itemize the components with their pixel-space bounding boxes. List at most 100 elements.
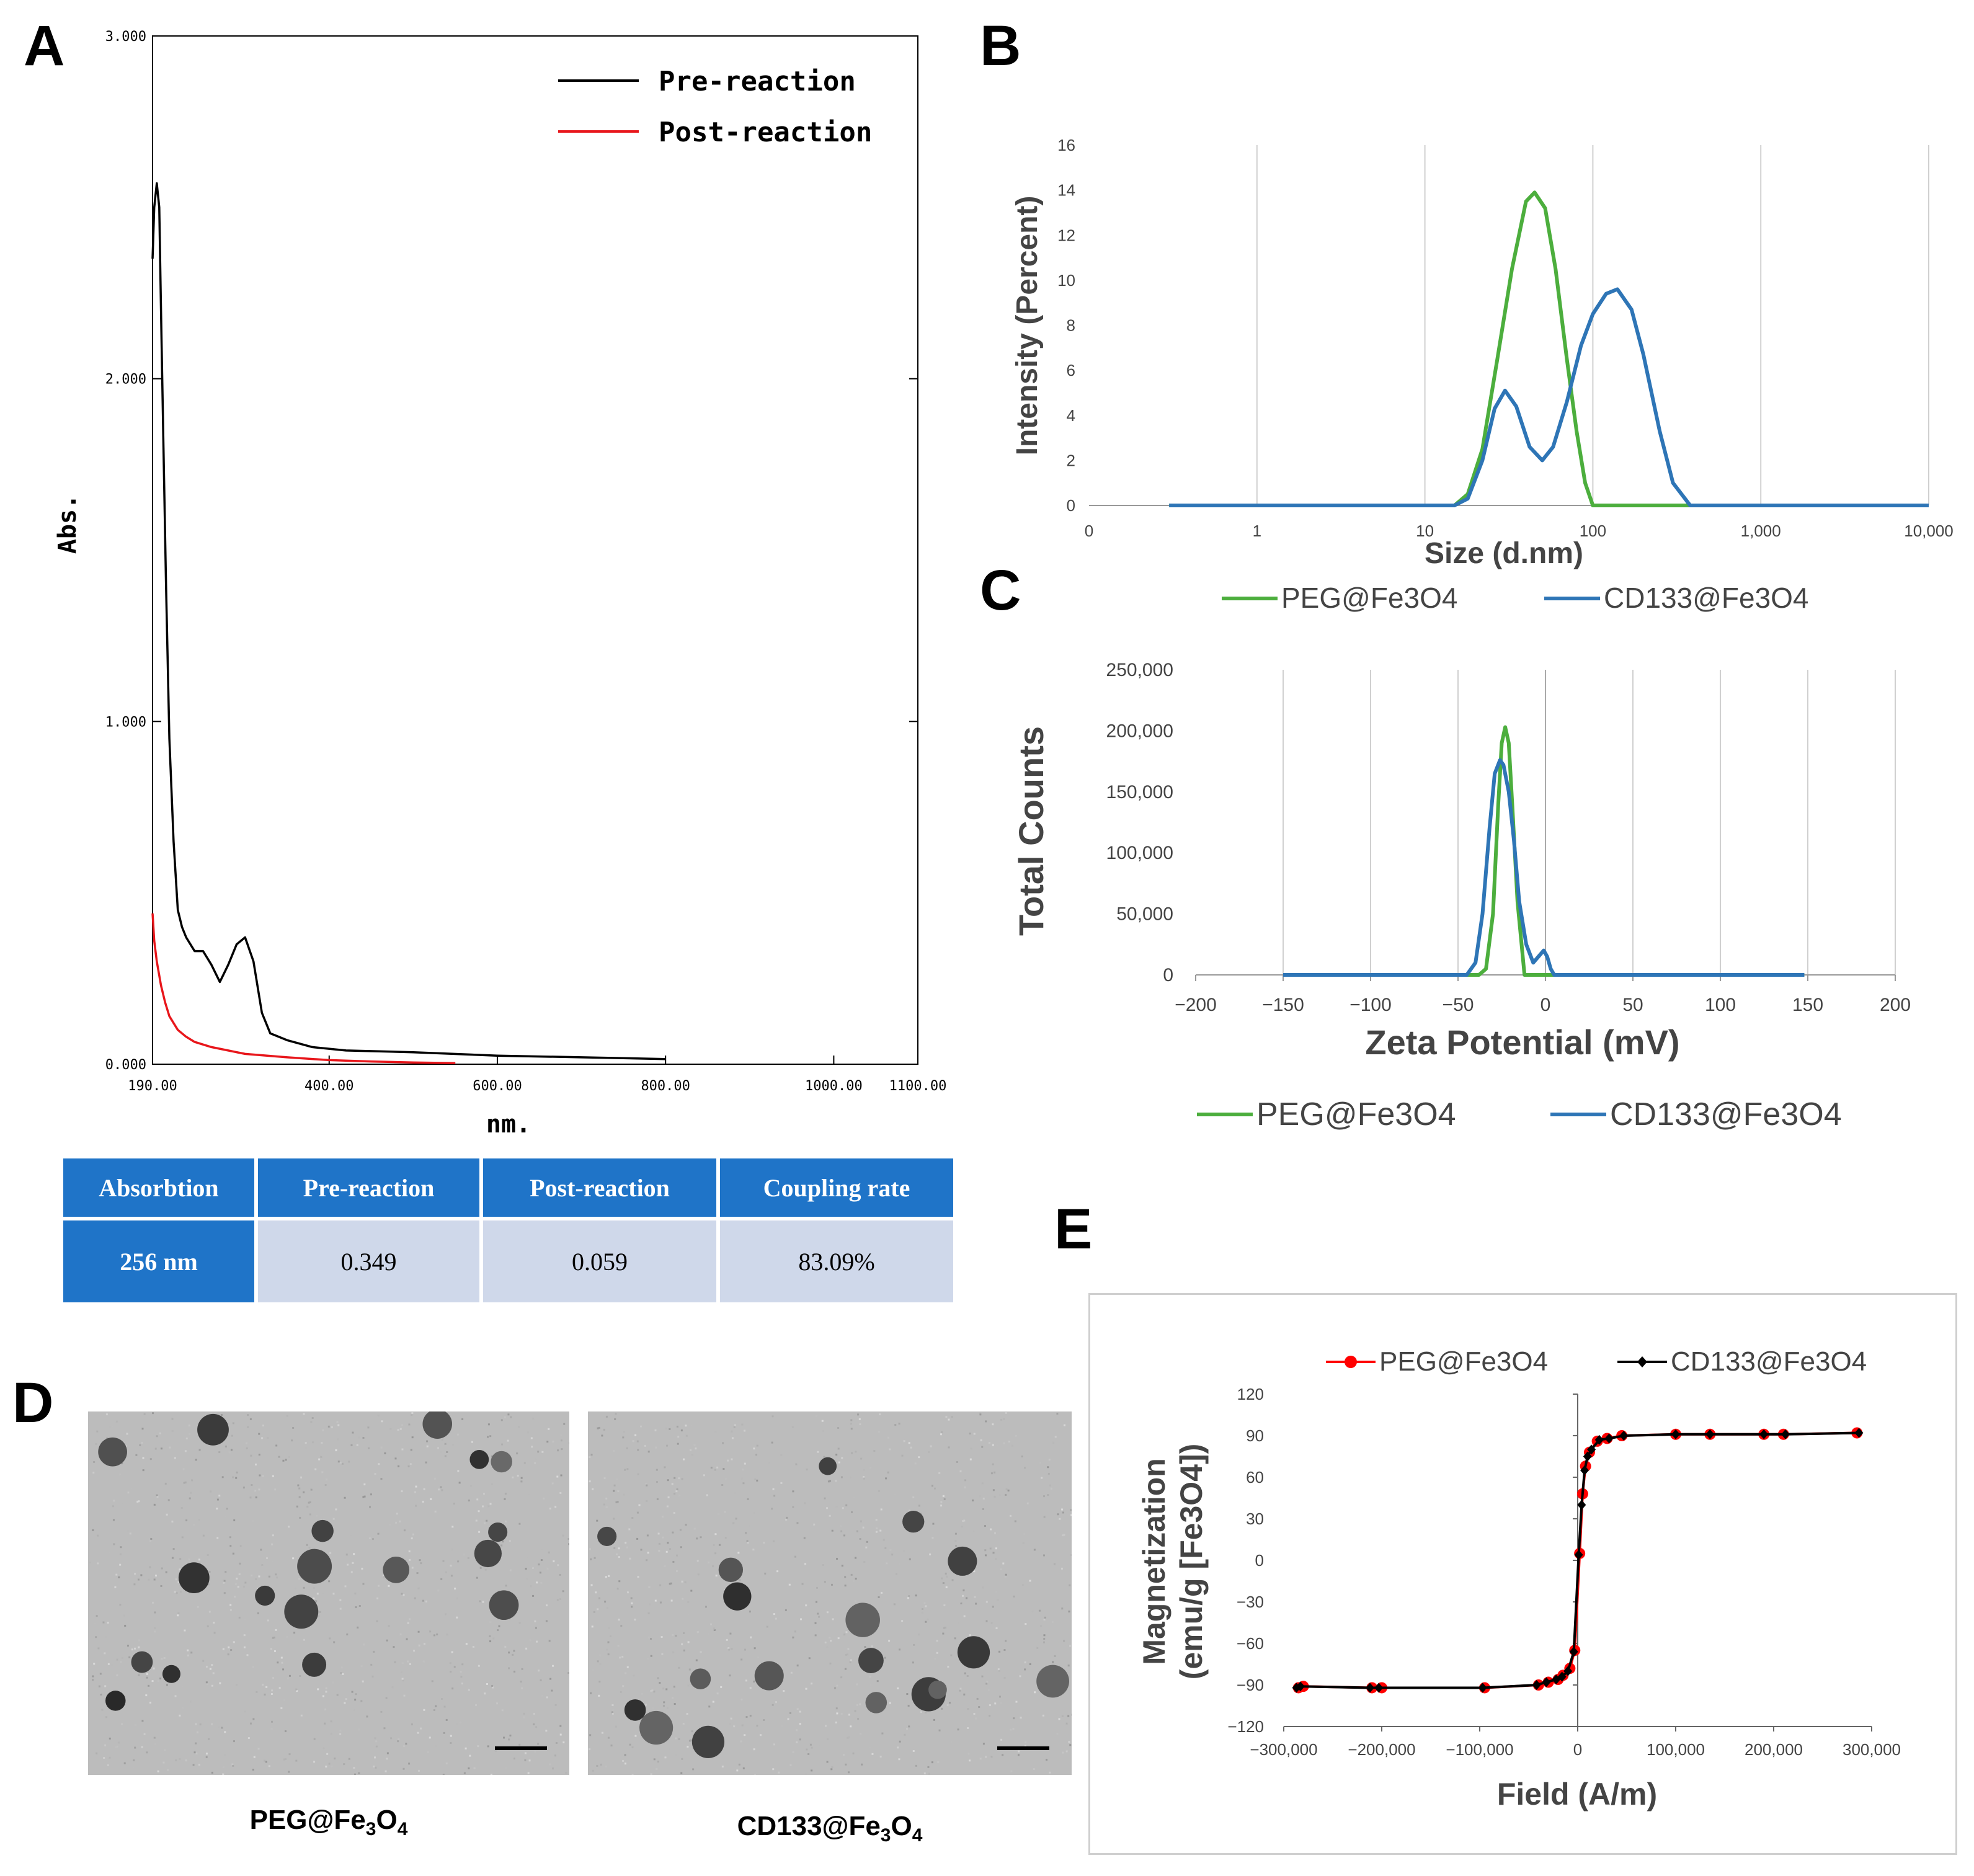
- x-tick-label: −100,000: [1446, 1740, 1513, 1759]
- tem-noise: [1061, 1715, 1064, 1717]
- tem-noise: [419, 1559, 421, 1562]
- tem-noise: [615, 1725, 618, 1728]
- tem-noise: [647, 1637, 650, 1639]
- tem-noise: [986, 1681, 989, 1683]
- tem-noise: [1063, 1640, 1065, 1642]
- tem-noise: [337, 1460, 340, 1463]
- tem-noise: [969, 1759, 971, 1762]
- tem-noise: [133, 1759, 135, 1761]
- tem-noise: [184, 1450, 187, 1452]
- tem-noise: [112, 1425, 114, 1428]
- tem-noise: [745, 1716, 748, 1718]
- tem-noise: [764, 1572, 767, 1575]
- tem-noise: [486, 1683, 488, 1686]
- tem-noise: [450, 1671, 452, 1673]
- legend-label: CD133@Fe3O4: [1671, 1346, 1867, 1377]
- tem-noise: [497, 1629, 499, 1632]
- tem-noise: [675, 1490, 678, 1493]
- tem-noise: [552, 1767, 554, 1770]
- y-tick-label: 100,000: [1106, 843, 1173, 863]
- legend-label: Pre-reaction: [659, 66, 856, 97]
- tem-noise: [961, 1594, 964, 1597]
- tem-noise: [208, 1611, 211, 1613]
- tem-noise: [285, 1459, 287, 1461]
- tem-noise: [907, 1704, 910, 1707]
- tem-noise: [1052, 1661, 1054, 1663]
- tem-noise: [425, 1600, 428, 1603]
- tem-noise: [229, 1609, 232, 1611]
- tem-noise: [256, 1691, 258, 1693]
- tem-noise: [316, 1514, 318, 1517]
- tem-noise: [669, 1531, 671, 1533]
- tem-noise: [502, 1540, 504, 1543]
- tem-noise: [436, 1634, 438, 1636]
- tem-noise: [1068, 1741, 1070, 1743]
- tem-noise: [788, 1583, 791, 1586]
- tem-noise: [979, 1413, 982, 1416]
- tem-noise: [954, 1532, 957, 1535]
- tem-noise: [1003, 1649, 1006, 1652]
- tem-noise: [146, 1751, 148, 1754]
- tem-noise: [1003, 1676, 1006, 1679]
- tem-noise: [1057, 1513, 1059, 1516]
- panel-e-frame: [1088, 1293, 1957, 1855]
- x-tick-label: −200: [1175, 995, 1217, 1015]
- tem-noise: [1049, 1484, 1052, 1487]
- tem-noise: [994, 1495, 996, 1498]
- y-tick-label: 250,000: [1106, 660, 1173, 680]
- tem-noise: [1024, 1668, 1026, 1671]
- tem-noise: [1024, 1745, 1026, 1747]
- tem-noise: [596, 1764, 598, 1767]
- tem-particle: [723, 1582, 752, 1611]
- tem-particle: [131, 1651, 153, 1673]
- tem-noise: [682, 1598, 684, 1600]
- tem-noise: [633, 1674, 635, 1677]
- tem-noise: [806, 1468, 808, 1470]
- tem-noise: [179, 1568, 181, 1571]
- tem-noise: [617, 1645, 620, 1647]
- x-tick-label: 10: [1416, 522, 1434, 540]
- tem-noise: [674, 1477, 676, 1479]
- tem-noise: [869, 1467, 872, 1469]
- tem-noise: [333, 1641, 336, 1643]
- tem-noise: [467, 1557, 469, 1559]
- tem-noise: [98, 1685, 100, 1687]
- tem-noise: [258, 1488, 260, 1491]
- tem-noise: [249, 1496, 252, 1499]
- tem-noise: [340, 1666, 343, 1669]
- tem-noise: [994, 1471, 996, 1474]
- tem-noise: [446, 1451, 448, 1453]
- tem-noise: [597, 1608, 599, 1611]
- tem-noise: [671, 1697, 674, 1699]
- tem-noise: [659, 1681, 661, 1684]
- tem-noise: [559, 1598, 562, 1601]
- tem-noise: [869, 1684, 872, 1686]
- tem-noise: [690, 1739, 693, 1741]
- tem-noise: [1036, 1647, 1039, 1649]
- tem-noise: [489, 1635, 491, 1637]
- tem-noise: [350, 1571, 353, 1573]
- tem-noise: [1019, 1675, 1021, 1678]
- tem-noise: [449, 1662, 451, 1665]
- caption-subscript: 3: [365, 1818, 376, 1839]
- tem-noise: [943, 1702, 945, 1704]
- tem-noise: [374, 1737, 376, 1740]
- tem-noise: [636, 1511, 639, 1514]
- tem-noise: [363, 1483, 366, 1486]
- tem-noise: [605, 1506, 608, 1508]
- tem-noise: [299, 1675, 301, 1678]
- tem-noise: [171, 1430, 174, 1433]
- y-tick-label: 90: [1246, 1426, 1264, 1445]
- x-tick-label: 0: [1573, 1740, 1582, 1759]
- tem-noise: [258, 1575, 260, 1578]
- tem-noise: [590, 1692, 592, 1694]
- tem-noise: [889, 1702, 891, 1704]
- tem-noise: [104, 1652, 106, 1655]
- series-line: [1283, 725, 1805, 977]
- tem-noise: [93, 1461, 96, 1464]
- tem-noise: [636, 1440, 639, 1443]
- tem-noise: [150, 1537, 153, 1540]
- tem-noise: [329, 1637, 331, 1640]
- tem-noise: [149, 1701, 151, 1704]
- tem-noise: [438, 1488, 440, 1491]
